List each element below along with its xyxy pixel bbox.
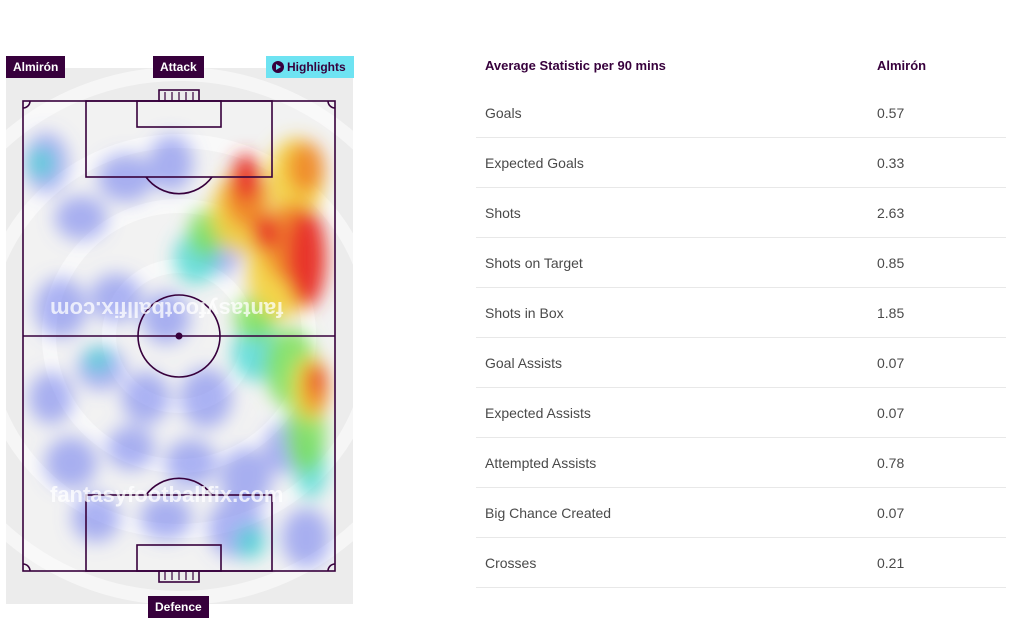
stat-label: Goal Assists	[485, 354, 563, 371]
player-label: Almirón	[6, 56, 66, 78]
stat-value: 0.78	[877, 454, 905, 471]
stat-row: Attempted Assists 0.78	[476, 438, 1006, 488]
centre-spot	[175, 332, 183, 340]
stat-row: Expected Goals 0.33	[476, 138, 1006, 188]
stat-value: 0.07	[877, 354, 905, 371]
goal-nets	[164, 92, 194, 580]
header-stat: Average Statistic per 90 mins	[485, 57, 666, 73]
watermark-bottom: fantasyfootballfix.com	[50, 482, 284, 507]
stat-label: Goals	[485, 104, 522, 121]
stat-row: Shots 2.63	[476, 188, 1006, 238]
stat-label: Expected Assists	[485, 404, 591, 421]
stat-value: 0.57	[877, 104, 905, 121]
stat-row: Shots on Target 0.85	[476, 238, 1006, 288]
stats-rows: Goals 0.57 Expected Goals 0.33 Shots 2.63 Shot…	[476, 88, 1006, 588]
stat-row: Shots in Box 1.85	[476, 288, 1006, 338]
stat-row: Expected Assists 0.07	[476, 388, 1006, 438]
heatmap-layer	[24, 133, 330, 568]
header-player: Almirón	[877, 57, 927, 73]
stat-label: Big Chance Created	[485, 504, 612, 521]
stat-value: 0.07	[877, 404, 905, 421]
stat-value: 1.85	[877, 304, 905, 321]
stat-row: Crosses 0.21	[476, 538, 1006, 588]
stat-row: Goals 0.57	[476, 88, 1006, 138]
stats-header: Average Statistic per 90 mins Almirón	[476, 50, 1006, 80]
stat-value: 0.07	[877, 504, 905, 521]
pitch-svg	[6, 68, 353, 604]
stat-value: 2.63	[877, 204, 905, 221]
stat-label: Expected Goals	[485, 154, 584, 171]
stat-value: 0.33	[877, 154, 905, 171]
heatmap-pitch: fantasyfootballfix.com fantasyfootballfi…	[6, 68, 353, 604]
defence-label: Defence	[148, 596, 209, 618]
stat-label: Shots	[485, 204, 521, 221]
stat-label: Crosses	[485, 554, 537, 571]
stats-table: Average Statistic per 90 mins Almirón Go…	[476, 50, 1006, 588]
stat-label: Shots in Box	[485, 304, 564, 321]
stat-value: 0.21	[877, 554, 905, 571]
play-icon	[272, 61, 284, 73]
stat-row: Goal Assists 0.07	[476, 338, 1006, 388]
stat-row: Big Chance Created 0.07	[476, 488, 1006, 538]
watermark-top: fantasyfootballfix.com	[50, 297, 284, 322]
highlights-label: Highlights	[287, 60, 346, 74]
stat-value: 0.85	[877, 254, 905, 271]
highlights-button[interactable]: Highlights	[266, 56, 354, 78]
attack-label: Attack	[153, 56, 204, 78]
stat-label: Attempted Assists	[485, 454, 597, 471]
stat-label: Shots on Target	[485, 254, 583, 271]
